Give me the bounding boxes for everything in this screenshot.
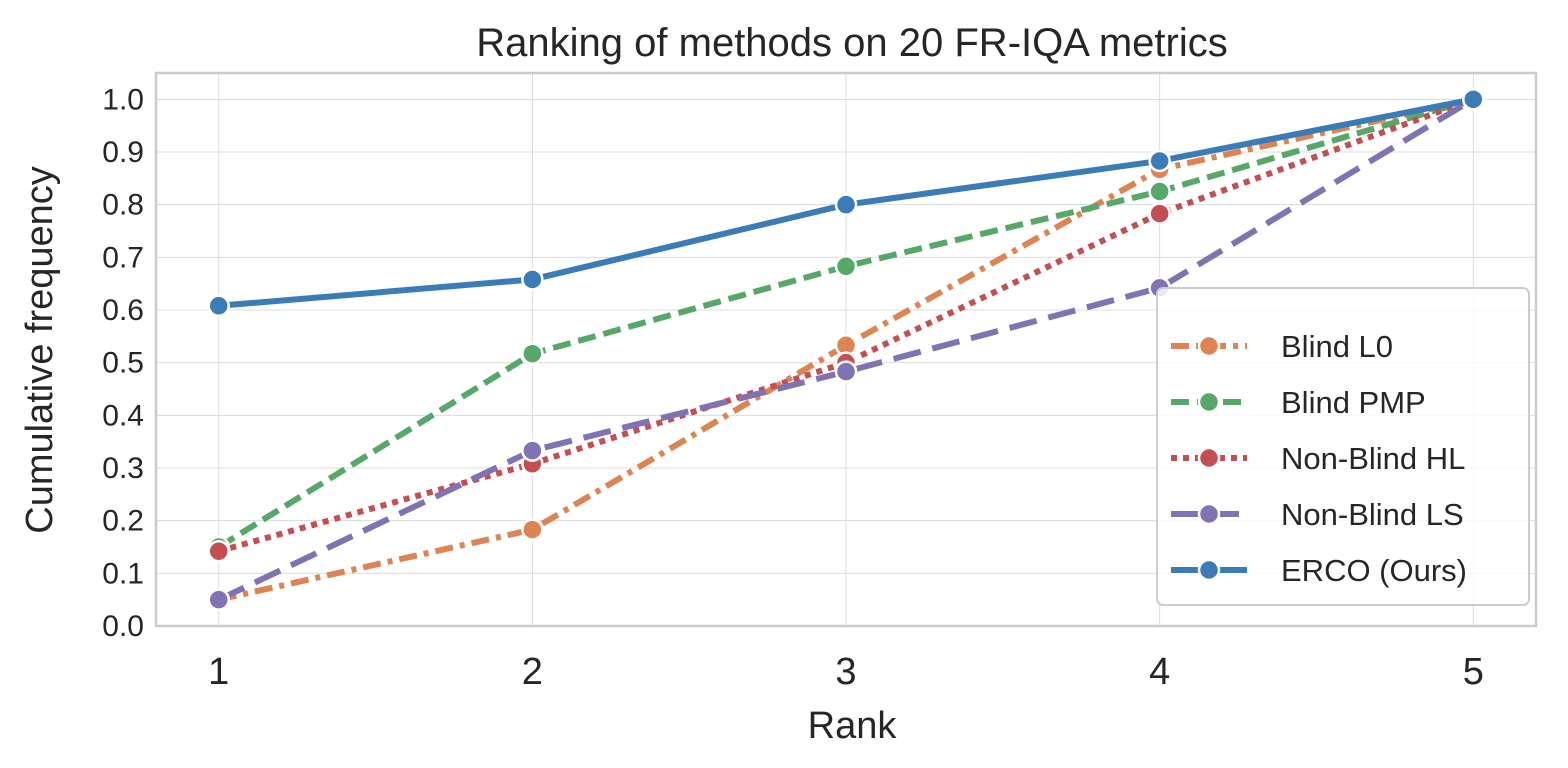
x-tick-label: 5 — [1463, 651, 1484, 693]
data-point — [834, 193, 858, 216]
y-tick-label: 0.9 — [102, 136, 144, 169]
legend-swatch-marker — [1197, 502, 1221, 526]
series-group — [207, 88, 1485, 611]
data-point — [207, 588, 230, 611]
legend-label: Blind PMP — [1281, 385, 1426, 420]
y-tick-label: 1.0 — [102, 83, 144, 116]
legend-label: ERCO (Ours) — [1281, 553, 1467, 588]
x-tick-label: 3 — [835, 651, 856, 693]
legend-item: ERCO (Ours) — [1171, 553, 1467, 588]
data-point — [1148, 202, 1171, 225]
series-erco-ours — [207, 88, 1485, 318]
y-tick-label: 0.0 — [102, 610, 144, 643]
legend-label: Blind L0 — [1281, 329, 1393, 364]
y-axis-label: Cumulative frequency — [19, 166, 61, 534]
data-point — [1462, 88, 1485, 111]
legend: Blind L0 Blind PMP Non-Blind HL Non-Blind L… — [1156, 287, 1530, 606]
legend-item: Non-Blind LS — [1171, 497, 1464, 532]
y-tick-label: 0.6 — [102, 294, 144, 327]
chart-title: Ranking of methods on 20 FR-IQA metrics — [476, 21, 1227, 65]
ticks: 0.0 0.1 0.2 0.3 0.4 0.5 0.6 0.7 0.8 0.9 1.0 1 2 3 4 5 — [102, 83, 1484, 693]
x-tick-label: 4 — [1149, 651, 1170, 693]
y-tick-label: 0.4 — [102, 399, 144, 432]
legend-swatch-marker — [1197, 390, 1221, 414]
plot-frame — [154, 71, 1538, 628]
y-tick-label: 0.8 — [102, 189, 144, 222]
data-point — [521, 342, 544, 365]
data-point — [521, 268, 544, 291]
series-line — [218, 96, 1474, 603]
x-tick-label: 2 — [522, 651, 543, 693]
series-line — [217, 96, 1475, 555]
legend-item: Blind PMP — [1171, 385, 1426, 420]
x-axis-label: Rank — [808, 705, 898, 747]
data-point — [207, 294, 230, 318]
legend-box — [1156, 287, 1530, 606]
data-point — [1148, 180, 1171, 203]
data-point — [834, 255, 858, 278]
y-tick-label: 0.5 — [102, 347, 144, 380]
data-point — [1148, 149, 1171, 173]
legend-label: Non-Blind HL — [1281, 441, 1465, 476]
y-tick-label: 0.7 — [102, 241, 144, 274]
legend-item: Blind L0 — [1171, 329, 1393, 364]
y-tick-label: 0.3 — [102, 452, 144, 485]
legend-swatch-marker — [1197, 446, 1221, 470]
data-point — [834, 360, 858, 383]
series-line — [217, 96, 1475, 550]
data-point — [207, 539, 230, 563]
legend-item: Non-Blind HL — [1171, 441, 1465, 476]
legend-label: Non-Blind LS — [1281, 497, 1464, 532]
y-tick-label: 0.1 — [102, 557, 144, 590]
x-tick-label: 1 — [208, 651, 229, 693]
y-tick-label: 0.2 — [102, 505, 144, 538]
data-point — [521, 439, 544, 462]
legend-swatch-marker — [1197, 334, 1221, 358]
data-point — [521, 518, 544, 541]
legend-swatch-marker — [1197, 558, 1221, 582]
